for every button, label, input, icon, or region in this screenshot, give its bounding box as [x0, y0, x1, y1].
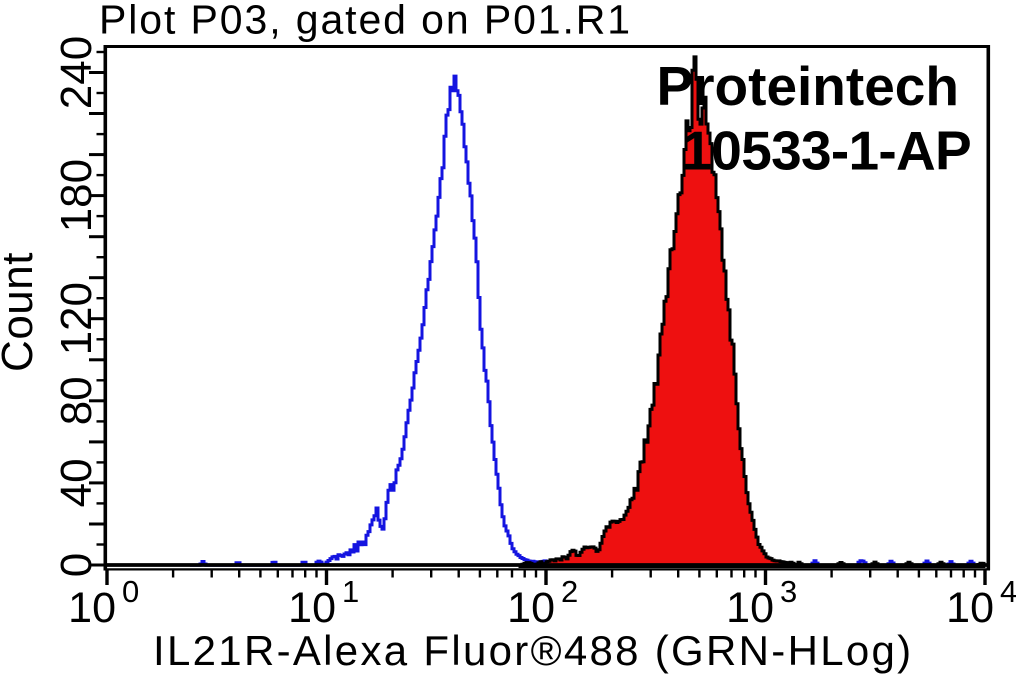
- svg-text:3: 3: [780, 574, 797, 609]
- svg-text:10: 10: [68, 584, 116, 632]
- svg-text:240: 240: [52, 36, 101, 109]
- svg-text:0: 0: [122, 574, 139, 609]
- svg-text:Proteintech: Proteintech: [656, 55, 959, 117]
- svg-text:2: 2: [561, 574, 578, 609]
- svg-text:40: 40: [52, 458, 101, 507]
- svg-text:120: 120: [52, 282, 101, 355]
- svg-text:Count: Count: [0, 252, 42, 372]
- svg-text:1: 1: [342, 574, 359, 609]
- svg-text:180: 180: [52, 159, 101, 232]
- svg-text:80: 80: [52, 376, 101, 425]
- svg-text:10533-1-AP: 10533-1-AP: [681, 120, 971, 182]
- svg-text:10: 10: [288, 584, 336, 632]
- svg-text:10: 10: [726, 584, 774, 632]
- svg-text:0: 0: [52, 553, 101, 577]
- svg-text:Plot P03, gated on P01.R1: Plot P03, gated on P01.R1: [99, 0, 632, 43]
- svg-text:IL21R-Alexa Fluor®488 (GRN-HLo: IL21R-Alexa Fluor®488 (GRN-HLog): [153, 627, 913, 674]
- svg-text:10: 10: [507, 584, 555, 632]
- svg-text:10: 10: [946, 584, 994, 632]
- svg-text:4: 4: [1000, 574, 1016, 609]
